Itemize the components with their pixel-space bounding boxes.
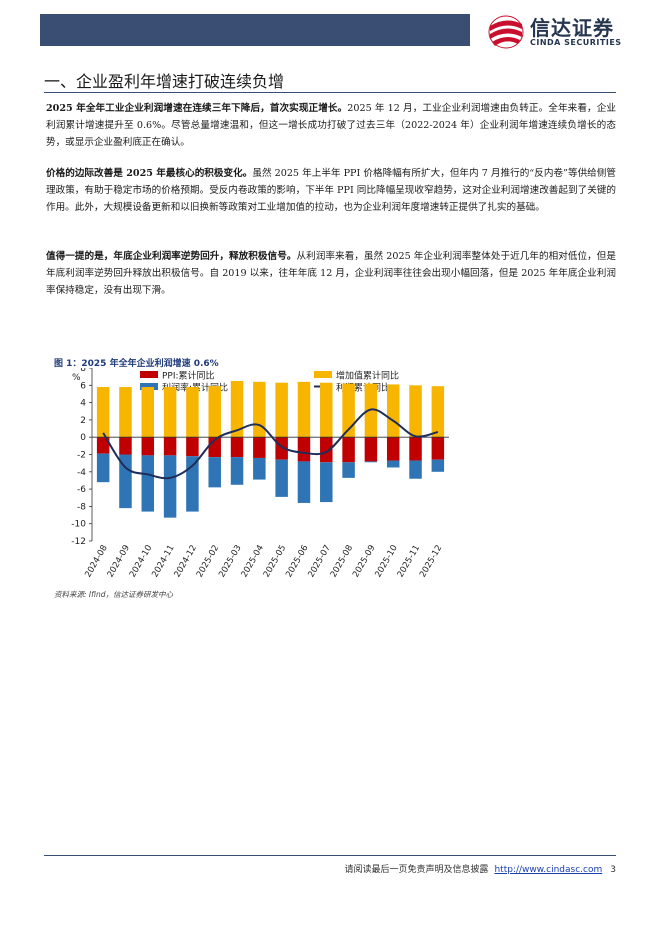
- logo-globe-icon: [488, 15, 524, 49]
- bar-value-added: [297, 381, 311, 438]
- legend-label: PPI:累计同比: [162, 370, 215, 382]
- bar-ppi: [431, 437, 445, 460]
- paragraph-3-lead: 值得一提的是，年底企业利润率逆势回升，释放积极信号。: [46, 251, 297, 262]
- bar-value-added: [119, 387, 132, 438]
- bar-ppi: [320, 437, 333, 463]
- logo-text-cn: 信达证券: [530, 16, 614, 40]
- bar-value-added: [409, 385, 422, 438]
- y-tick-label: 4: [80, 399, 86, 409]
- x-tick-label: 2025-12: [418, 544, 444, 580]
- bar-value-added: [208, 386, 221, 438]
- legend-swatch: [314, 371, 332, 378]
- y-tick-label: -10: [71, 520, 86, 530]
- paragraph-1-body: 2025 年 12 月，工业企业利润增速由负转正。全年来看，企业利润累计增速提升…: [46, 103, 616, 148]
- bar-ppi: [163, 437, 177, 456]
- figure-title: 图 1：2025 年全年企业利润增速 0.6%: [54, 359, 219, 369]
- title-divider: [44, 92, 616, 93]
- paragraph-1: 2025 年全年工业企业利润增速在连续三年下降后，首次实现正增长。2025 年 …: [46, 100, 616, 151]
- footer-divider: [44, 855, 616, 856]
- page-number: 3: [610, 865, 616, 875]
- bar-profit-margin: [297, 461, 311, 503]
- bar-value-added: [141, 387, 155, 438]
- bar-value-added: [431, 386, 445, 438]
- bar-profit-margin: [141, 455, 155, 512]
- y-axis: 8 6 4 2 0 -2 -4 -6 -8 -10 -12: [71, 368, 93, 547]
- bar-profit-margin: [364, 461, 378, 463]
- y-tick-label: -2: [77, 451, 86, 461]
- bar-value-added: [230, 380, 244, 438]
- bar-ppi: [364, 437, 378, 462]
- footer: 请阅读最后一页免责声明及信息披露 http://www.cindasc.com 3: [344, 862, 616, 875]
- bar-ppi: [386, 437, 400, 461]
- bar-value-added: [96, 387, 110, 438]
- bar-value-added: [163, 387, 177, 438]
- bar-profit-margin: [320, 462, 333, 503]
- bar-value-added: [320, 382, 333, 438]
- y-tick-label: -4: [77, 468, 86, 478]
- bar-ppi: [342, 437, 355, 463]
- bar-ppi: [253, 437, 266, 458]
- paragraph-1-lead: 2025 年全年工业企业利润增速在连续三年下降后，首次实现正增长。: [46, 103, 348, 114]
- website-link[interactable]: http://www.cindasc.com: [494, 865, 603, 875]
- bar-ppi: [186, 437, 199, 457]
- y-tick-label: 2: [80, 416, 86, 426]
- bar-profit-margin: [275, 459, 288, 497]
- bar-profit-margin: [163, 455, 177, 518]
- legend-swatch: [140, 371, 158, 378]
- bar-profit-margin: [409, 460, 422, 479]
- y-tick-label: -12: [71, 537, 86, 547]
- bar-value-added: [253, 381, 266, 438]
- bar-ppi: [141, 437, 155, 456]
- y-axis-unit: %: [72, 373, 81, 383]
- bar-profit-margin: [386, 460, 400, 468]
- section-title: 一、企业盈利年增速打破连续负增: [44, 72, 285, 91]
- disclaimer-text: 请阅读最后一页免责声明及信息披露: [344, 865, 489, 875]
- bar-ppi: [230, 437, 244, 458]
- bar-ppi: [96, 437, 110, 454]
- y-tick-label: 8: [80, 368, 86, 374]
- header-bar: [40, 14, 470, 46]
- bar-ppi: [409, 437, 422, 461]
- paragraph-3: 值得一提的是，年底企业利润率逆势回升，释放积极信号。从利润率来看，虽然 2025…: [46, 248, 616, 299]
- paragraph-2-body: 虽然 2025 年上半年 PPI 价格降幅有所扩大，但年内 7 月推行的“反内卷…: [46, 168, 616, 213]
- bar-profit-margin: [230, 457, 244, 485]
- paragraph-2-lead: 价格的边际改善是 2025 年最核心的积极变化。: [46, 168, 253, 179]
- y-tick-label: 0: [80, 433, 86, 443]
- paragraph-3-body: 从利润率来看，虽然 2025 年企业利润率整体处于近几年的相对低位，但是年底利润…: [46, 251, 617, 296]
- y-tick-label: 6: [80, 381, 86, 391]
- bar-profit-margin: [186, 456, 199, 512]
- bar-profit-margin: [96, 453, 110, 483]
- bar-profit-margin: [431, 459, 445, 472]
- chart-line: [102, 408, 439, 480]
- bar-profit-margin: [119, 454, 132, 509]
- bar-value-added: [186, 387, 199, 438]
- legend-swatch: [140, 383, 158, 390]
- line-profit-cumulative: [102, 408, 439, 480]
- bar-ppi: [297, 437, 311, 462]
- y-tick-label: -6: [77, 485, 86, 495]
- bar-ppi: [119, 437, 132, 455]
- bar-profit-margin: [342, 462, 355, 478]
- legend-label: 增加值累计同比: [336, 370, 399, 382]
- y-tick-label: -8: [77, 502, 86, 512]
- x-axis: 2024-082024-092024-102024-112024-122025-…: [83, 544, 444, 580]
- chart-bars: [92, 380, 449, 518]
- company-logo: 信达证券 CINDA SECURITIES: [486, 12, 636, 52]
- figure-source: 资料来源: Ifind，信达证券研发中心: [54, 590, 173, 599]
- bar-value-added: [386, 384, 400, 438]
- bar-value-added: [342, 383, 355, 438]
- paragraph-2: 价格的边际改善是 2025 年最核心的积极变化。虽然 2025 年上半年 PPI…: [46, 165, 616, 216]
- bar-profit-margin: [253, 457, 266, 480]
- bar-value-added: [275, 382, 288, 438]
- logo-text-en: CINDA SECURITIES: [530, 38, 622, 47]
- bar-profit-margin: [208, 457, 221, 488]
